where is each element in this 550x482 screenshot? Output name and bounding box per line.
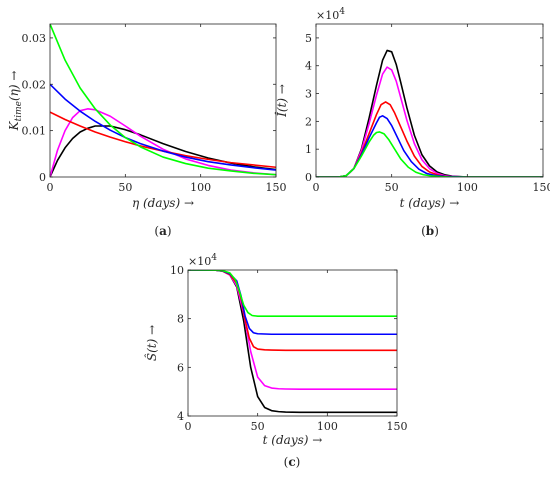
y-tick-label: 0 [39,171,46,184]
series-group [50,24,276,177]
axes-box [316,24,543,177]
y-tick-label: 8 [177,313,184,326]
y-tick-label: 2 [305,115,312,128]
y-tick-label: 3 [305,88,312,101]
series-line-5 [188,270,397,316]
y-tick-label: 6 [177,361,184,374]
x-axis-label: η (days) → [132,196,194,210]
series-line-2 [188,270,397,389]
y-tick-label: 4 [177,410,184,423]
series-line-3 [50,112,276,167]
chart-c: 0 50 100 150 4 6 8 10 ×104 t (days) → Ŝ(t) → (c) [143,253,408,469]
y-tick-label: 5 [305,32,312,45]
panel-caption: (c) [284,455,301,469]
series-line-5 [316,132,543,177]
chart-b: 0 50 100 150 0 1 2 3 4 5 ×104 t (days) → Î(t) → (b) [274,7,550,238]
x-tick-label: 100 [190,181,211,194]
x-tick-label: 100 [457,181,478,194]
x-tick-label: 150 [387,420,408,433]
x-axis-label: t (days) → [263,433,323,447]
y-tick-label: 1 [305,143,312,156]
x-tick-label: 150 [533,181,550,194]
x-tick-label: 0 [47,181,54,194]
y-tick-label: 0.01 [22,125,47,138]
panel-caption: (a) [154,224,171,238]
y-tick-label: 0 [305,171,312,184]
axes-box [50,24,276,177]
x-tick-label: 50 [118,181,132,194]
series-line-1 [188,270,397,412]
y-axis-label: Ŝ(t) → [143,325,159,361]
series-group [316,50,543,177]
y-tick-label: 10 [170,264,184,277]
series-line-4 [188,270,397,334]
y-exponent-label: ×104 [316,7,345,22]
y-exponent-label: ×104 [188,253,217,268]
series-line-5 [50,24,276,175]
axes-box [188,270,397,416]
x-axis-label: t (days) → [400,196,460,210]
x-tick-label: 100 [317,420,338,433]
x-tick-label: 0 [313,181,320,194]
y-tick-label: 4 [305,60,312,73]
series-line-1 [316,50,543,177]
x-tick-label: 150 [266,181,287,194]
series-group [188,270,397,412]
y-tick-label: 0.02 [22,78,47,91]
y-axis-label: Î(t) → [274,84,289,118]
panel-caption: (b) [421,224,439,238]
series-line-3 [188,270,397,350]
x-tick-label: 50 [385,181,399,194]
series-line-2 [316,67,543,177]
x-tick-label: 0 [185,420,192,433]
y-tick-label: 0.03 [22,32,47,45]
x-tick-label: 50 [251,420,265,433]
